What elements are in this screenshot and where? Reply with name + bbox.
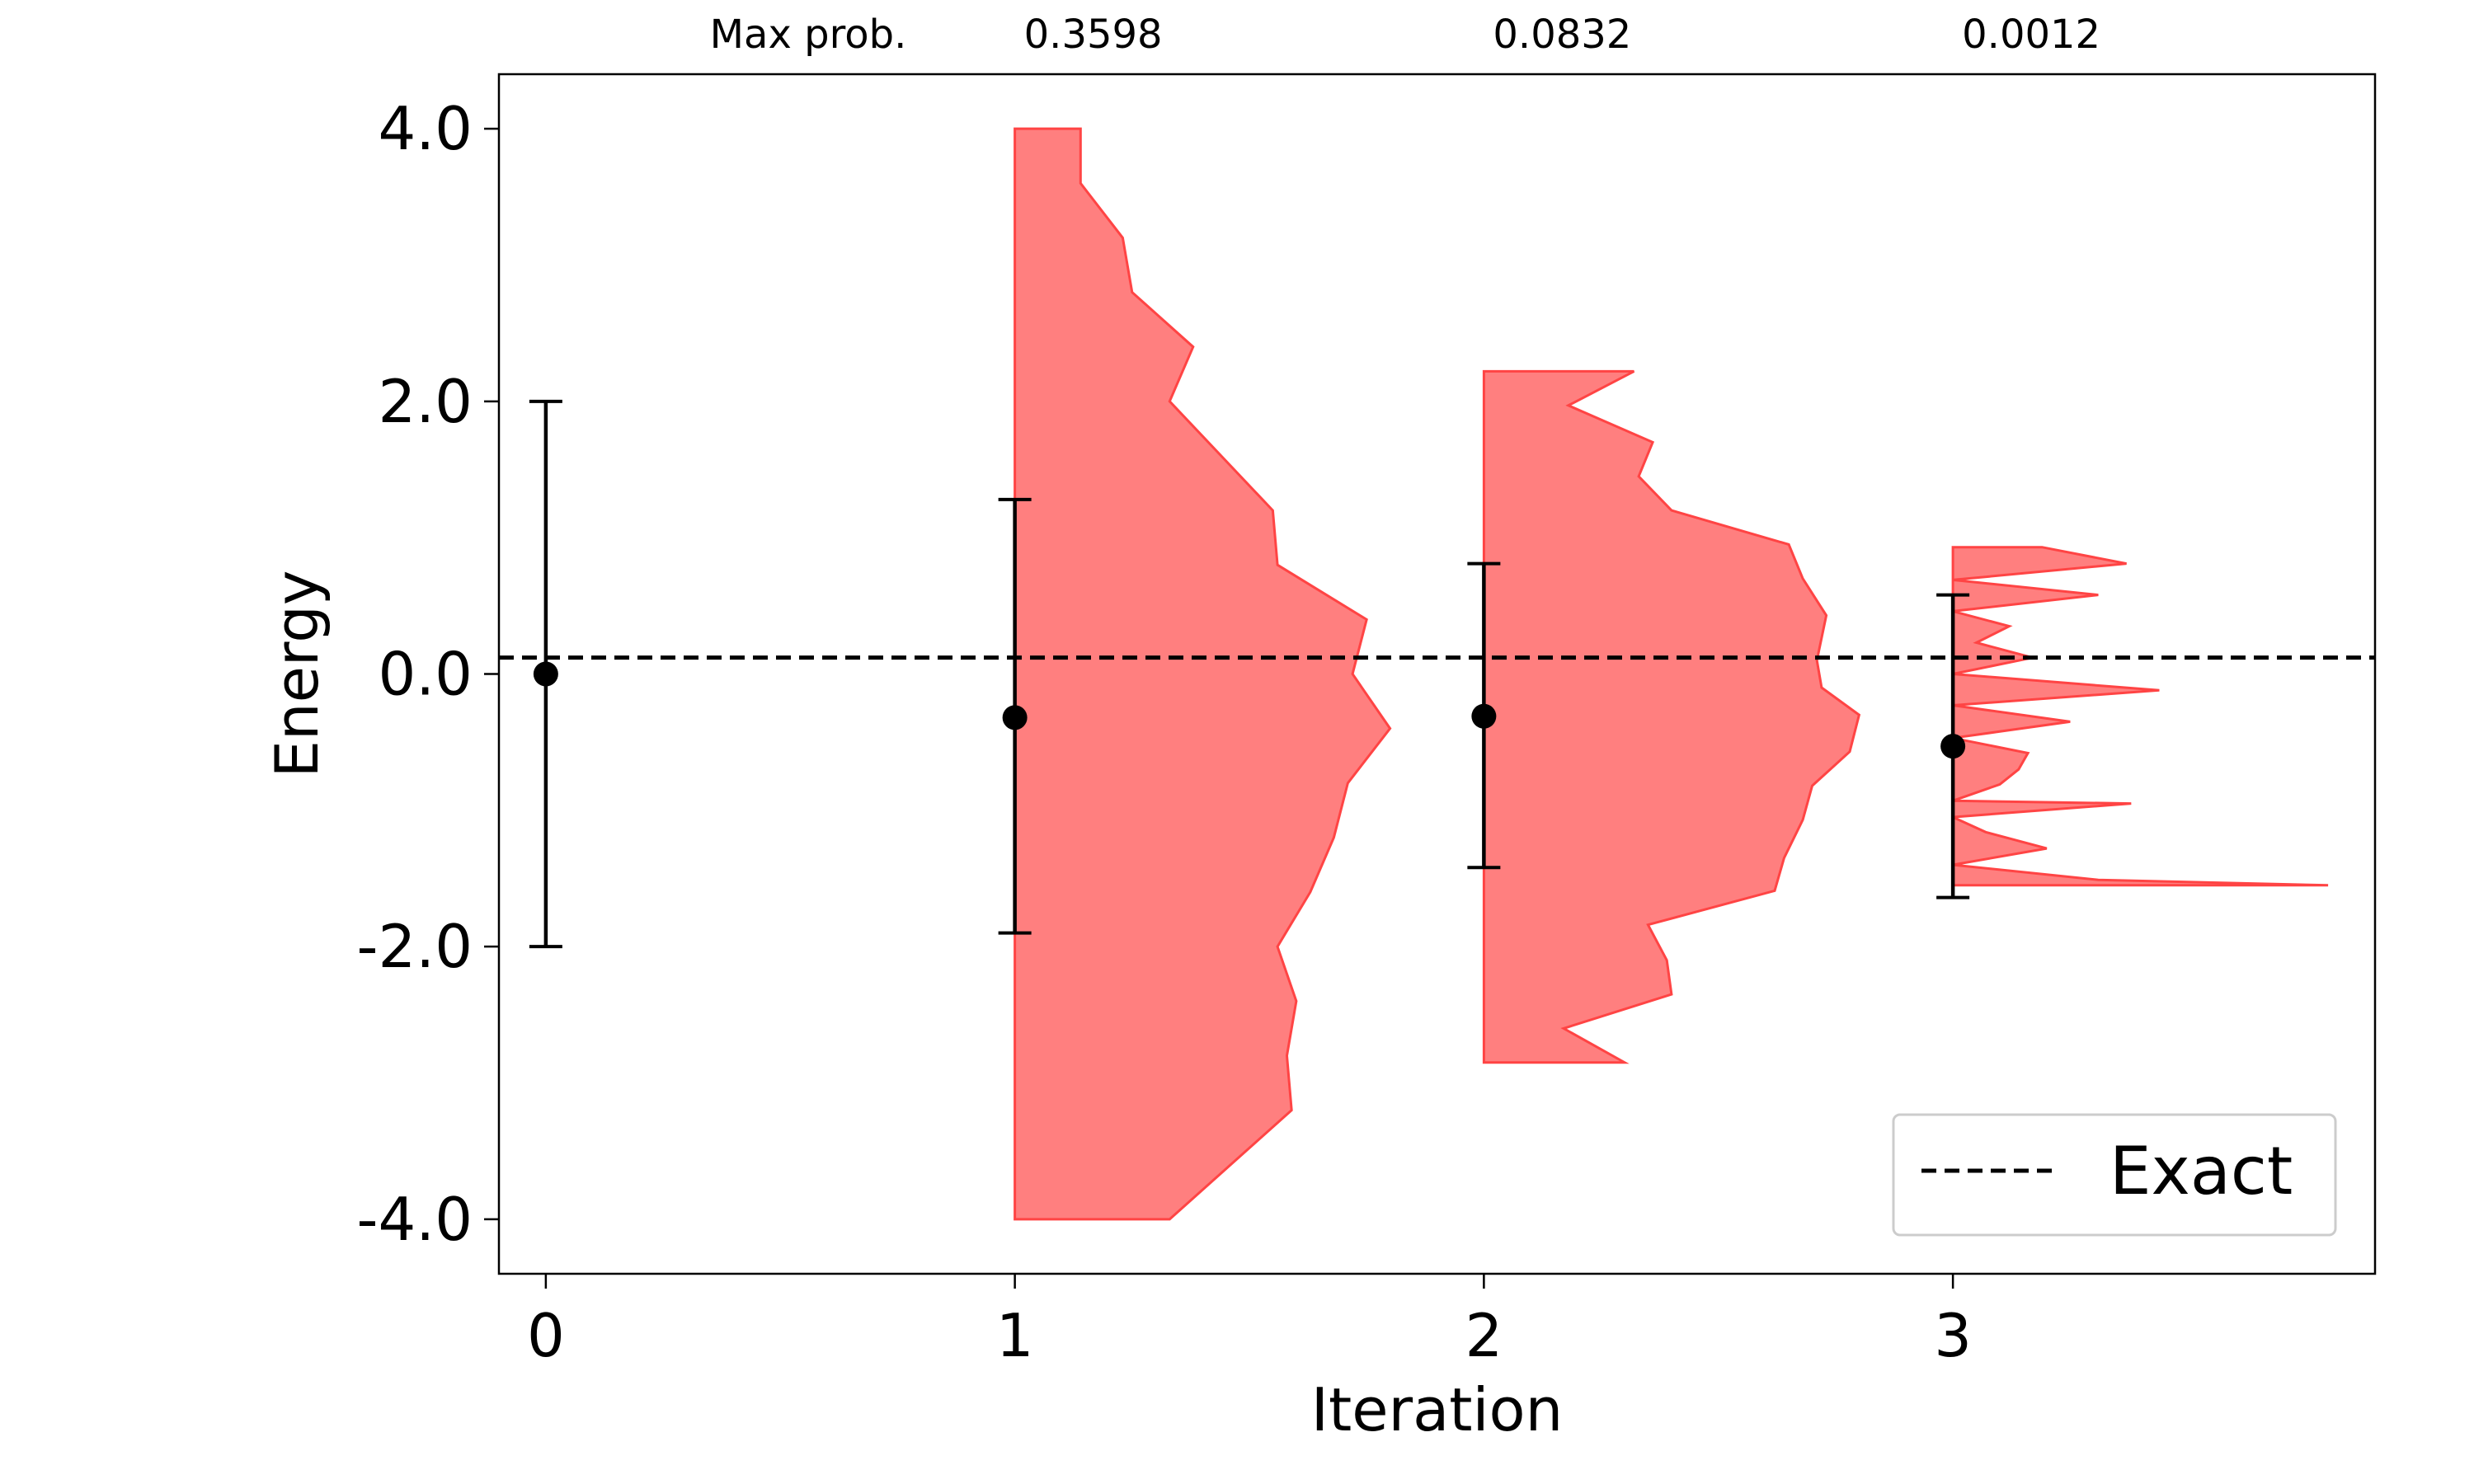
x-tick-label-0: 0 bbox=[527, 1301, 565, 1370]
errorbar-layer bbox=[529, 399, 1970, 949]
y-tick-label-4.0: 4.0 bbox=[378, 94, 473, 163]
x-tick-label-1: 1 bbox=[996, 1301, 1034, 1370]
legend-exact-label: Exact bbox=[2109, 1133, 2293, 1209]
distribution-iteration-3 bbox=[1951, 546, 2329, 887]
y-tick-label--2.0: -2.0 bbox=[357, 912, 473, 981]
distribution-iteration-1 bbox=[1014, 127, 1392, 1221]
y-tick-label-2.0: 2.0 bbox=[378, 367, 473, 436]
y-axis-label: Energy bbox=[262, 570, 332, 777]
y-tick-label--4.0: -4.0 bbox=[357, 1185, 473, 1254]
x-tick-label-2: 2 bbox=[1465, 1301, 1503, 1370]
mean-point-iteration-0 bbox=[533, 661, 558, 687]
legend-box bbox=[1892, 1113, 2337, 1237]
legend: Exact bbox=[1892, 1113, 2337, 1237]
distribution-layer bbox=[1014, 127, 2329, 1221]
y-tick-label-0.0: 0.0 bbox=[378, 640, 473, 709]
distribution-iteration-2 bbox=[1482, 369, 1861, 1064]
max-prob-row: Max prob. 0.3598 0.0832 0.0012 bbox=[710, 12, 2100, 58]
x-axis-label: Iteration bbox=[1311, 1375, 1563, 1444]
max-prob-value-2: 0.0832 bbox=[1493, 12, 1631, 58]
max-prob-title: Max prob. bbox=[710, 12, 907, 58]
max-prob-value-1: 0.3598 bbox=[1024, 12, 1163, 58]
mean-point-iteration-3 bbox=[1940, 734, 1966, 759]
axis-ticks: 0 1 2 3 4.0 2.0 0.0 -2.0 -4.0 bbox=[357, 94, 1973, 1370]
plot-area-frame bbox=[497, 73, 2377, 1275]
x-tick-label-3: 3 bbox=[1934, 1301, 1972, 1370]
mean-point-iteration-1 bbox=[1002, 705, 1028, 730]
mean-point-iteration-2 bbox=[1471, 703, 1497, 729]
max-prob-value-3: 0.0012 bbox=[1962, 12, 2100, 58]
